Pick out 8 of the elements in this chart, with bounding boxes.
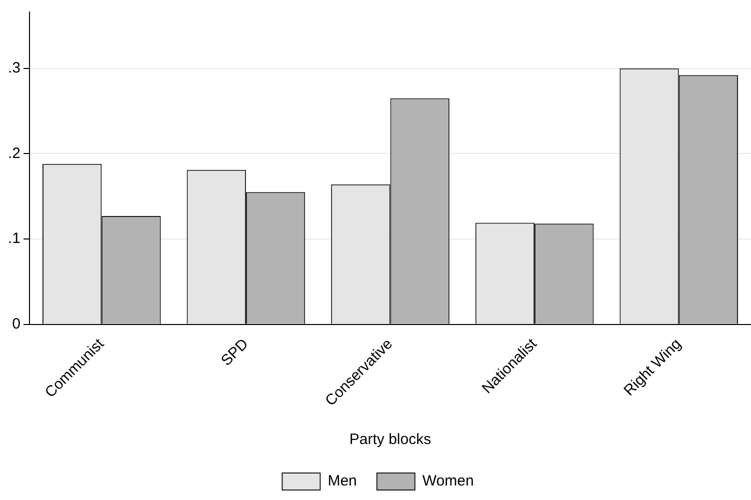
y-tick-label: .2 [8,144,21,162]
y-tick-label: .3 [8,59,21,76]
y-tick-label: .1 [8,230,21,248]
x-tick-label: SPD [218,335,252,370]
x-axis-title: Party blocks [349,431,432,448]
legend-label: Women [422,472,474,490]
legend-label: Men [328,472,357,490]
y-tick-label: 0 [12,316,21,333]
